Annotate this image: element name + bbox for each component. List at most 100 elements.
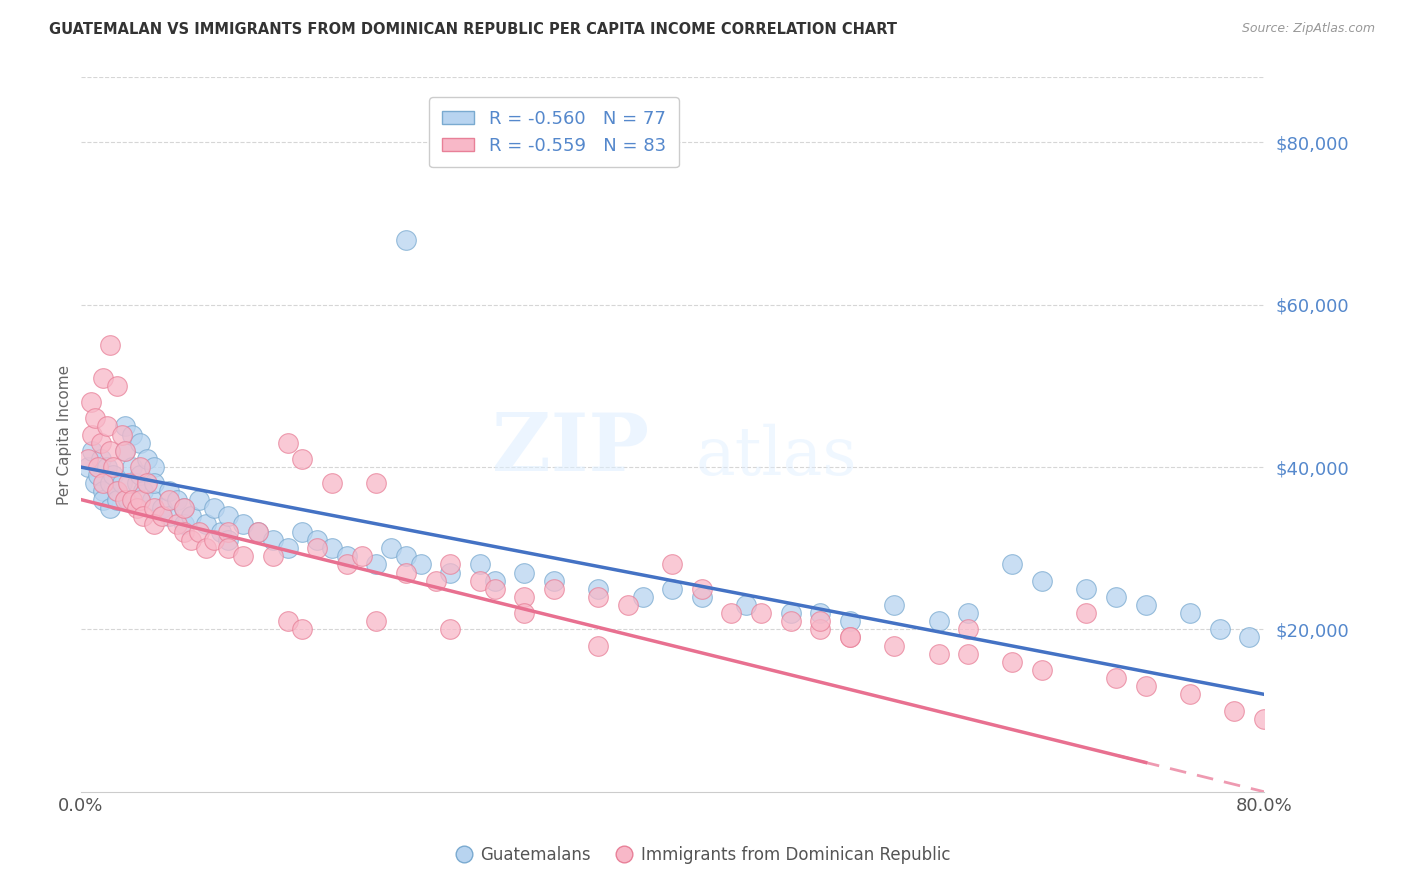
Point xyxy=(439,558,461,572)
Point xyxy=(217,533,239,547)
Point xyxy=(883,639,905,653)
Point xyxy=(173,500,195,515)
Point xyxy=(749,606,772,620)
Text: atlas: atlas xyxy=(696,424,858,489)
Point xyxy=(395,566,418,580)
Point xyxy=(80,395,103,409)
Point xyxy=(87,460,110,475)
Point xyxy=(82,443,104,458)
Point xyxy=(307,541,329,556)
Point xyxy=(1001,655,1024,669)
Point xyxy=(141,492,163,507)
Point xyxy=(82,427,104,442)
Point xyxy=(262,549,284,564)
Point xyxy=(131,508,153,523)
Point xyxy=(150,508,173,523)
Point xyxy=(77,451,100,466)
Point xyxy=(114,443,136,458)
Point xyxy=(957,606,980,620)
Point xyxy=(262,533,284,547)
Point xyxy=(336,549,359,564)
Point xyxy=(1076,606,1098,620)
Point xyxy=(1178,606,1201,620)
Point xyxy=(631,590,654,604)
Point xyxy=(277,541,299,556)
Point xyxy=(247,524,270,539)
Y-axis label: Per Capita Income: Per Capita Income xyxy=(58,365,72,505)
Point xyxy=(409,558,432,572)
Point xyxy=(117,492,139,507)
Point xyxy=(91,370,114,384)
Point xyxy=(1031,663,1053,677)
Point xyxy=(808,606,831,620)
Text: Source: ZipAtlas.com: Source: ZipAtlas.com xyxy=(1241,22,1375,36)
Point xyxy=(143,460,166,475)
Point xyxy=(107,484,129,499)
Point xyxy=(543,574,565,588)
Point xyxy=(1135,598,1157,612)
Point xyxy=(617,598,640,612)
Point xyxy=(111,476,134,491)
Point xyxy=(395,233,418,247)
Point xyxy=(513,606,536,620)
Point xyxy=(131,484,153,499)
Point xyxy=(291,623,314,637)
Point xyxy=(366,614,388,628)
Point xyxy=(439,566,461,580)
Point xyxy=(838,614,860,628)
Point xyxy=(121,460,143,475)
Point xyxy=(366,476,388,491)
Point xyxy=(107,492,129,507)
Point xyxy=(136,451,159,466)
Point xyxy=(661,582,683,596)
Point xyxy=(202,533,225,547)
Legend: Guatemalans, Immigrants from Dominican Republic: Guatemalans, Immigrants from Dominican R… xyxy=(449,839,957,871)
Point xyxy=(957,647,980,661)
Point xyxy=(513,590,536,604)
Point xyxy=(157,492,180,507)
Point xyxy=(117,476,139,491)
Point xyxy=(173,500,195,515)
Point xyxy=(1208,623,1230,637)
Point xyxy=(690,582,713,596)
Point xyxy=(484,574,506,588)
Point xyxy=(588,582,610,596)
Point xyxy=(114,419,136,434)
Point xyxy=(735,598,758,612)
Point xyxy=(1135,679,1157,693)
Point xyxy=(96,419,118,434)
Point xyxy=(661,558,683,572)
Point xyxy=(395,549,418,564)
Point xyxy=(90,435,112,450)
Point xyxy=(484,582,506,596)
Point xyxy=(1253,712,1275,726)
Point xyxy=(98,500,121,515)
Point xyxy=(350,549,373,564)
Point xyxy=(195,516,218,531)
Point xyxy=(291,451,314,466)
Point xyxy=(121,492,143,507)
Text: GUATEMALAN VS IMMIGRANTS FROM DOMINICAN REPUBLIC PER CAPITA INCOME CORRELATION C: GUATEMALAN VS IMMIGRANTS FROM DOMINICAN … xyxy=(49,22,897,37)
Point xyxy=(96,460,118,475)
Point xyxy=(114,443,136,458)
Point xyxy=(838,631,860,645)
Point xyxy=(425,574,447,588)
Point xyxy=(166,492,188,507)
Point xyxy=(101,468,124,483)
Point xyxy=(101,460,124,475)
Point xyxy=(217,541,239,556)
Point xyxy=(114,492,136,507)
Point xyxy=(380,541,402,556)
Point xyxy=(957,623,980,637)
Point xyxy=(128,468,150,483)
Point xyxy=(321,541,343,556)
Point xyxy=(779,614,801,628)
Point xyxy=(838,631,860,645)
Point xyxy=(98,338,121,352)
Point xyxy=(690,590,713,604)
Point xyxy=(1105,590,1128,604)
Point xyxy=(84,476,107,491)
Point xyxy=(173,524,195,539)
Point xyxy=(808,614,831,628)
Point xyxy=(808,623,831,637)
